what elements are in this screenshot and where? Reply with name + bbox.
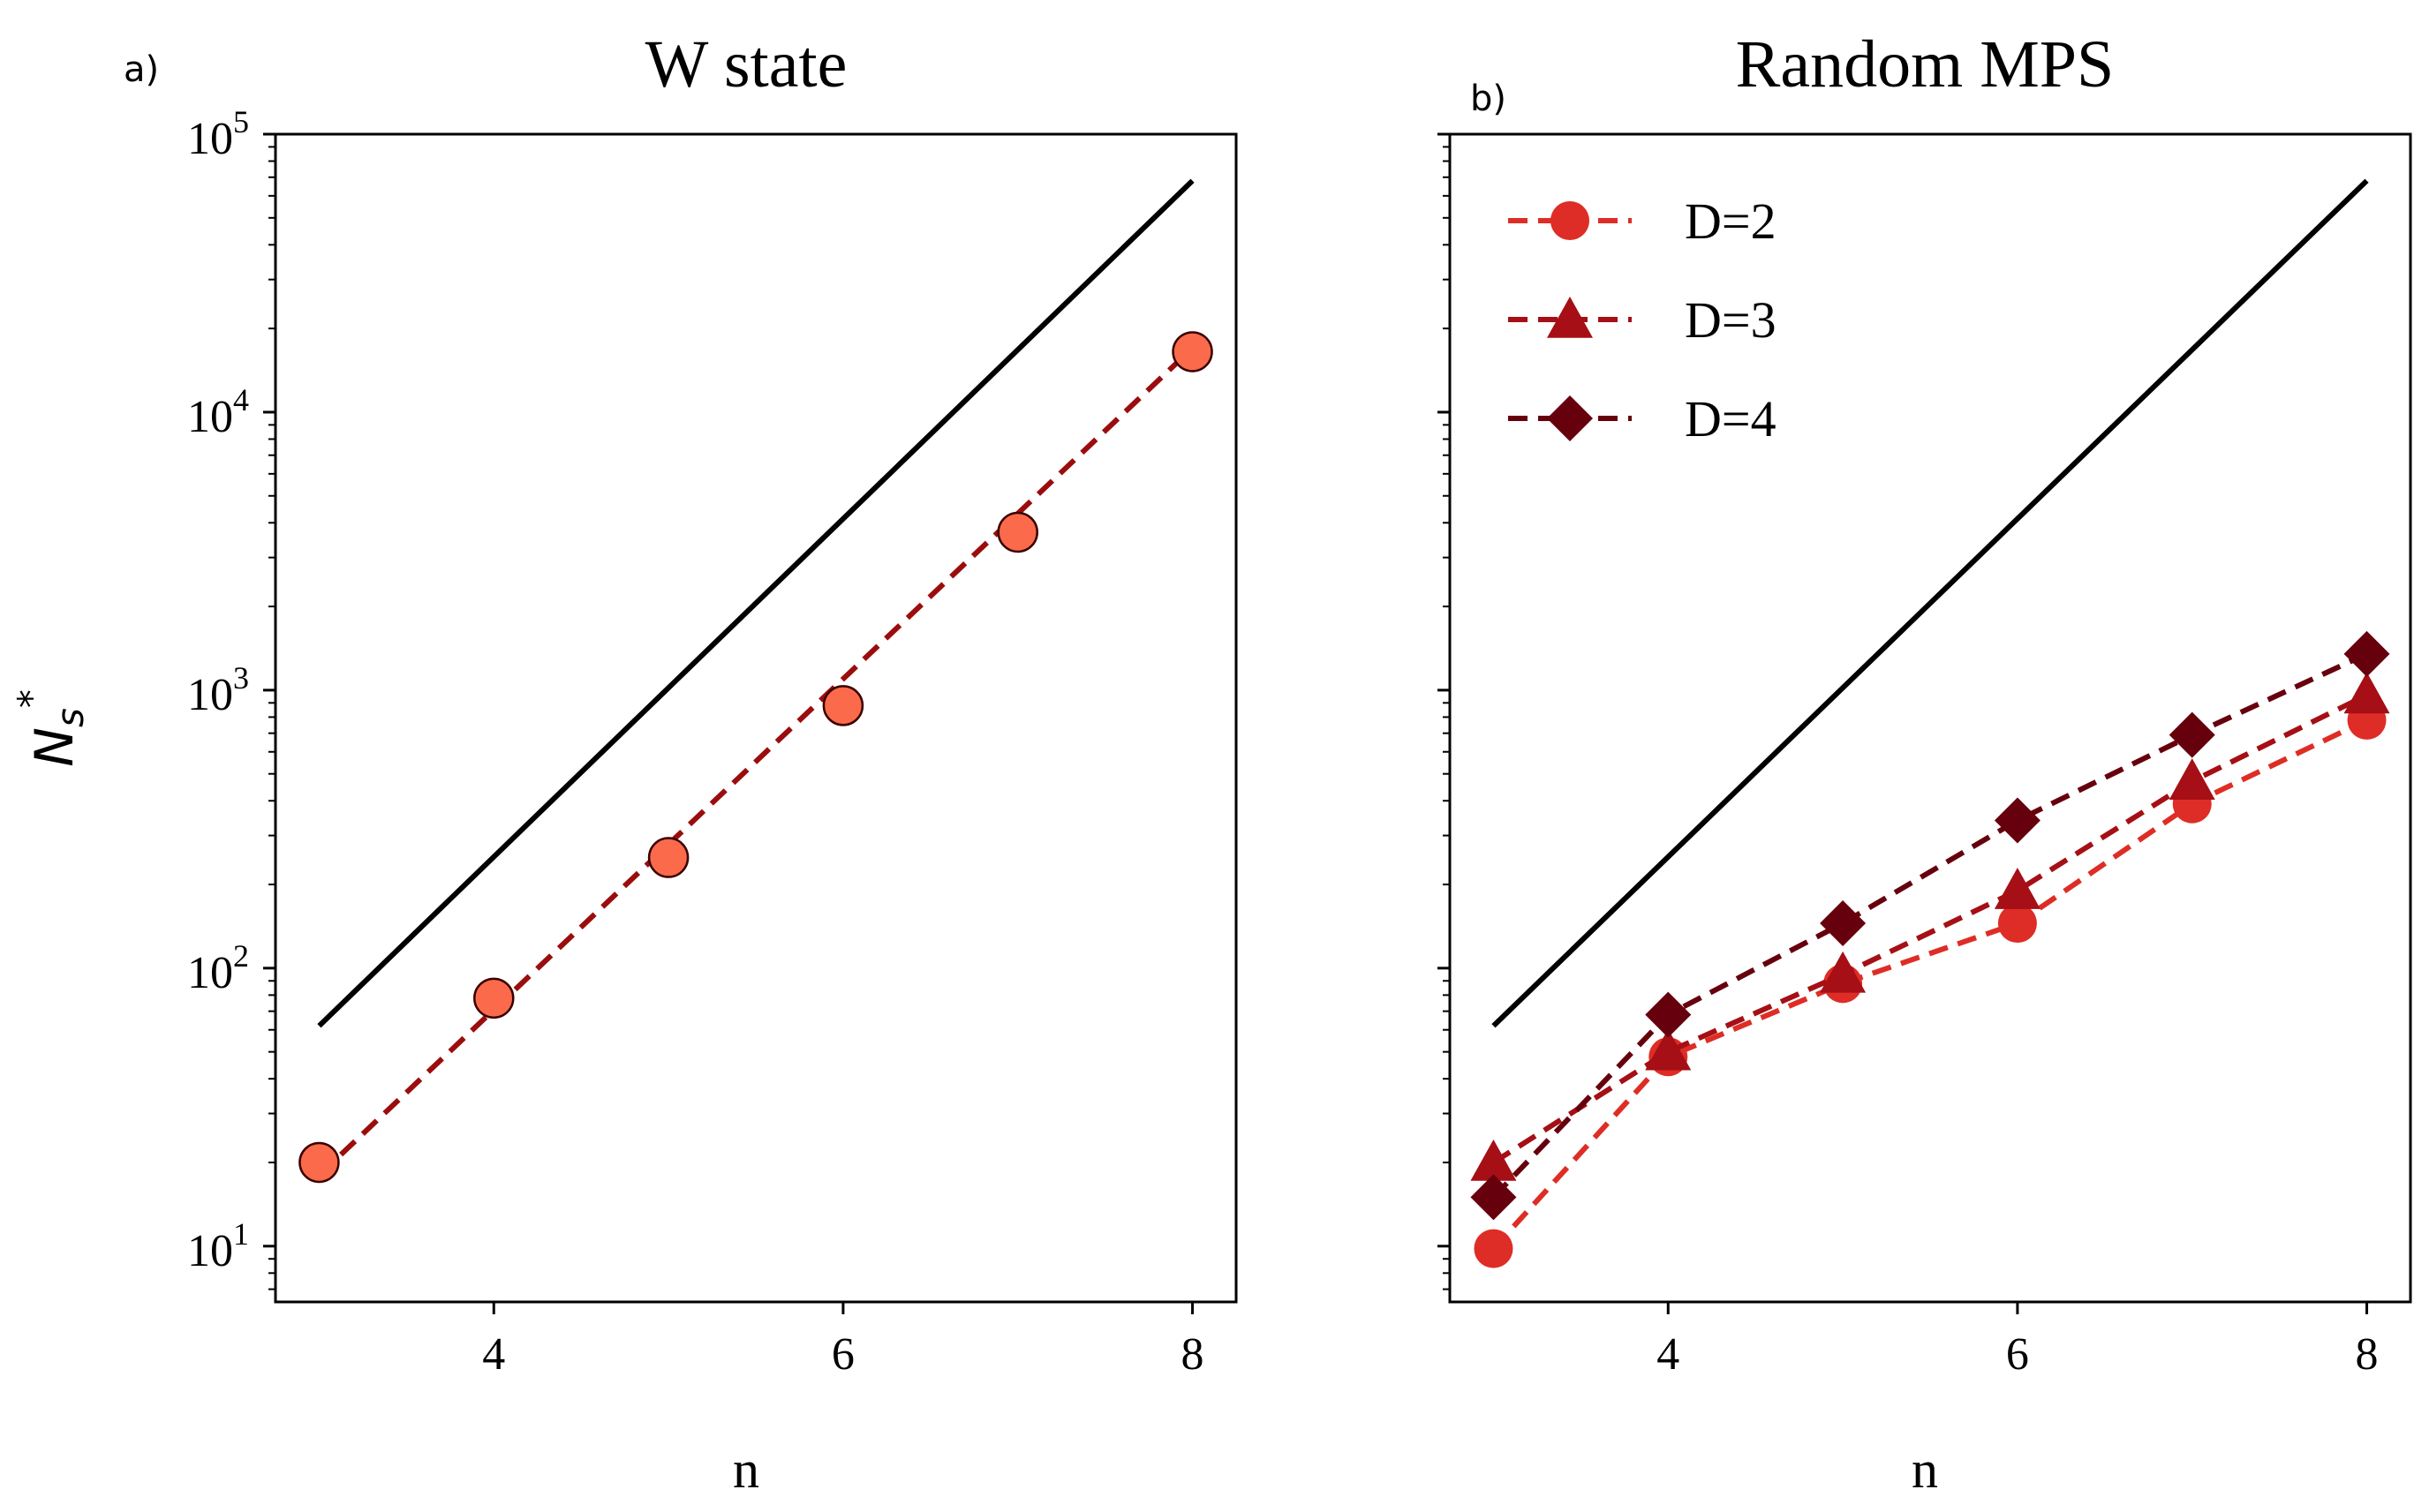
- series-data: [298, 331, 1213, 1184]
- legend-label: D=4: [1685, 390, 1776, 448]
- y-tick-label: 104: [187, 382, 249, 442]
- y-label-sub: s: [49, 708, 92, 727]
- series-d-4: [1470, 630, 2390, 1221]
- series-line: [1491, 718, 2368, 1251]
- data-point: [1820, 951, 1867, 993]
- data-point: [647, 837, 690, 878]
- panel-a-plot: 4 6 8 101 102 103 104 105: [187, 104, 1238, 1380]
- panel-b-random-mps: b) Random MPS n 4 6 8 D=2 D=3 D=4: [1437, 27, 2412, 1499]
- data-point: [1645, 1028, 1692, 1071]
- plot-frame: [1448, 132, 2412, 1304]
- series-reference: [317, 178, 1195, 1028]
- data-point: [2343, 672, 2390, 714]
- x-tick-label: 8: [2356, 1329, 2379, 1380]
- legend-marker: [1547, 297, 1593, 338]
- data-point: [1820, 900, 1867, 947]
- x-tick-label: 6: [832, 1329, 855, 1380]
- legend-entry: D=2: [1508, 192, 1776, 250]
- y-tick-label: 103: [187, 660, 249, 720]
- x-tick-label: 4: [1656, 1329, 1679, 1380]
- series-line: [1491, 651, 2368, 1200]
- x-tick-label: 4: [482, 1329, 505, 1380]
- data-point: [997, 511, 1038, 553]
- data-point: [1470, 1139, 1517, 1181]
- panel-a-title: W state: [645, 27, 848, 102]
- legend-marker: [1550, 201, 1589, 240]
- data-point: [1474, 1229, 1513, 1268]
- legend-label: D=2: [1685, 192, 1776, 250]
- series-line: [1491, 178, 2369, 1028]
- panel-a-label: a): [124, 49, 159, 90]
- plot-frame: [274, 132, 1238, 1304]
- data-point: [1994, 797, 2041, 844]
- series-reference: [1491, 178, 2369, 1028]
- x-tick-label: 6: [2006, 1329, 2029, 1380]
- panel-a-x-axis-label: n: [733, 1441, 759, 1499]
- legend-marker: [1547, 395, 1593, 441]
- data-point: [2169, 711, 2215, 758]
- legend-entry: D=4: [1508, 390, 1776, 448]
- data-point: [1470, 1174, 1517, 1221]
- data-point: [298, 1141, 340, 1184]
- panel-b-label: b): [1470, 79, 1506, 119]
- data-point: [473, 977, 515, 1019]
- series-fit: [317, 346, 1195, 1177]
- series-line: [317, 178, 1195, 1028]
- y-tick-label: 105: [187, 104, 249, 164]
- series-line: [1491, 692, 2368, 1165]
- panel-b-title: Random MPS: [1736, 27, 2115, 102]
- legend-label: D=3: [1685, 291, 1776, 349]
- panel-b-plot: 4 6 8 D=2 D=3 D=4: [1437, 132, 2412, 1380]
- y-tick-label: 102: [187, 938, 249, 998]
- panel-b-x-axis-label: n: [1912, 1441, 1938, 1499]
- data-point: [1994, 868, 2041, 909]
- y-tick-label: 101: [187, 1216, 249, 1276]
- data-point: [1645, 991, 1692, 1038]
- data-point: [2169, 758, 2215, 800]
- legend-entry: D=3: [1508, 291, 1776, 349]
- x-tick-label: 8: [1181, 1329, 1204, 1380]
- series-d-2: [1474, 700, 2387, 1268]
- panel-a-y-axis-label: Ns*: [10, 689, 92, 767]
- y-label-sup: *: [10, 689, 53, 708]
- series-line: [317, 346, 1195, 1177]
- y-label-main: N: [24, 727, 86, 767]
- data-point: [1997, 904, 2037, 944]
- data-point: [822, 685, 864, 726]
- series-d-3: [1470, 672, 2390, 1181]
- svg-text:Ns*: Ns*: [10, 689, 92, 767]
- data-point: [2343, 630, 2390, 677]
- data-point: [1172, 331, 1213, 372]
- panel-a-w-state: a) W state n Ns* 4 6 8 101 102 103 104 105: [10, 27, 1238, 1499]
- legend: D=2 D=3 D=4: [1508, 192, 1776, 448]
